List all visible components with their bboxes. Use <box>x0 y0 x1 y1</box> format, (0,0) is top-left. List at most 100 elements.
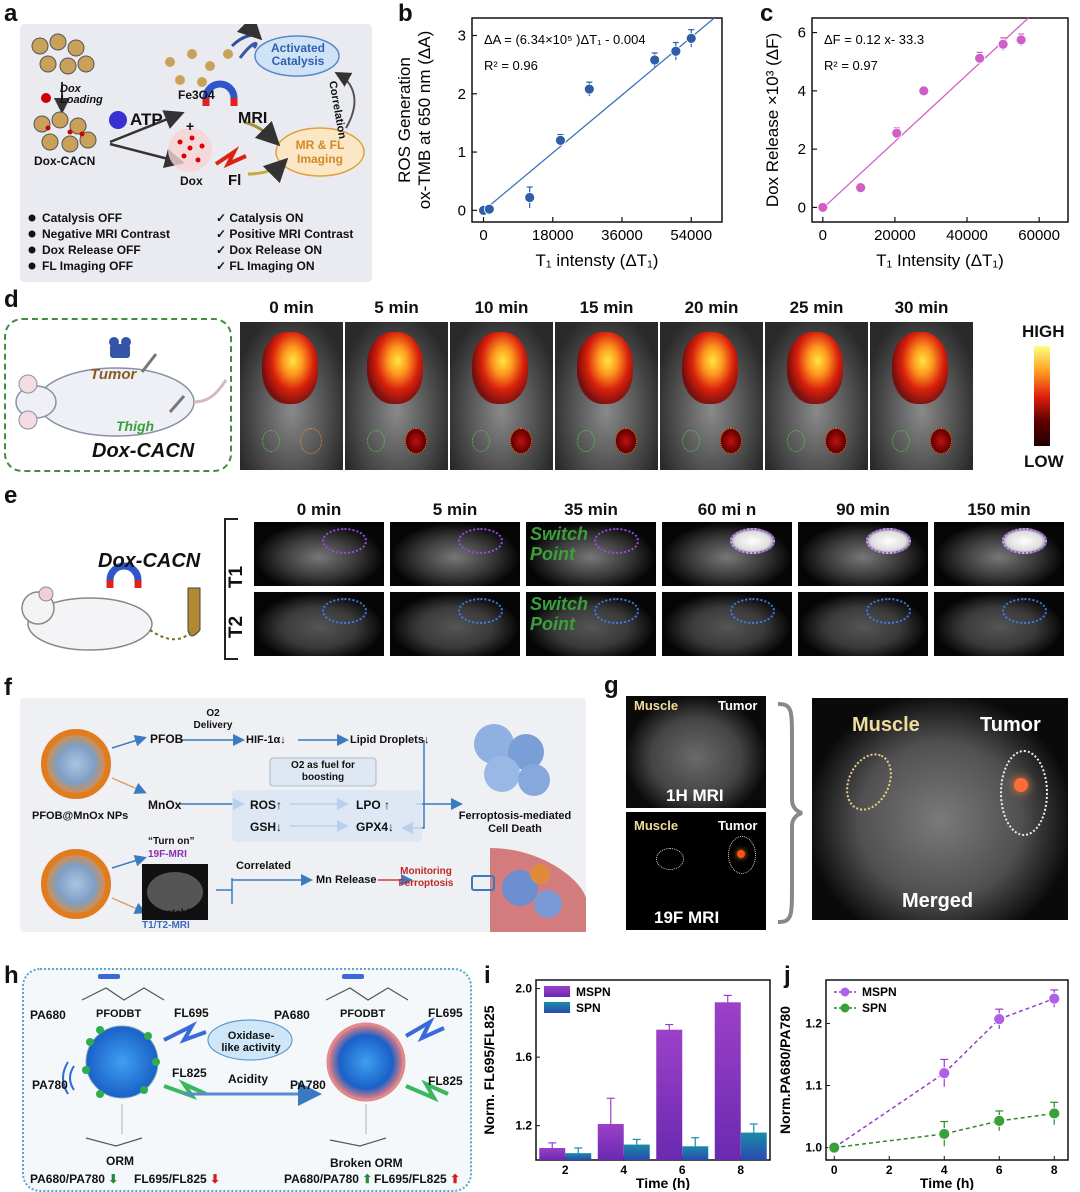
tumor-roi <box>1001 528 1048 554</box>
merged-label: Merged <box>902 890 974 912</box>
on-item: ✓ Catalysis ON <box>216 211 304 225</box>
bar <box>656 1029 683 1160</box>
y-tick-label: 2 <box>458 86 466 103</box>
activatable-label: Activatable <box>142 908 196 919</box>
fl-flash-icon <box>163 1079 207 1100</box>
fe3o4-particles-icon <box>165 49 233 87</box>
equation-label: ΔA = (6.34×10⁵ )ΔT₁ - 0.004 <box>484 32 646 47</box>
tumor-roi-outline <box>728 836 756 874</box>
fl-flash-icon <box>214 146 247 169</box>
x-axis-label: T₁ Intensity (ΔT₁) <box>876 251 1004 270</box>
off-item: FL Imaging OFF <box>42 259 134 273</box>
thigh-roi <box>367 430 385 452</box>
fluorescence-image <box>240 322 343 470</box>
y-axis-label: Norm. FL695/FL825 <box>481 1005 497 1134</box>
data-point <box>938 1067 951 1080</box>
signal-hotspot <box>472 332 528 404</box>
camera-icon <box>110 344 130 358</box>
broken-orm-molecule-icon <box>329 1137 387 1147</box>
x-tick-label: 20000 <box>874 227 916 244</box>
nanoparticle-icon <box>41 729 111 799</box>
left-pa-ratio: PA680/PA780 ⬇ <box>30 1172 119 1186</box>
tumor-roi <box>615 428 637 454</box>
x-tick-label: 0 <box>831 1163 838 1177</box>
fit-line <box>822 17 1029 209</box>
y-axis-label: Norm.PA680/PA780 <box>777 1006 793 1134</box>
oxidase-cloud-icon <box>207 1019 293 1061</box>
time-label: 90 min <box>836 500 890 519</box>
broken-orm-label: Broken ORM <box>330 1156 403 1170</box>
on-item: ✓ FL Imaging ON <box>216 259 315 273</box>
data-point <box>1048 1107 1061 1120</box>
fl695-label-right: FL695 <box>428 1006 463 1020</box>
time-label: 35 min <box>564 500 618 519</box>
data-point <box>997 38 1009 50</box>
nanoparticle-icon <box>41 849 111 919</box>
time-label: 5 min <box>432 500 478 519</box>
fl-flash-icon <box>405 1079 449 1103</box>
data-point <box>555 134 566 146</box>
tumor-roi <box>593 528 640 554</box>
t2-label: T2 <box>226 615 248 639</box>
fluorescence-image <box>555 322 658 470</box>
tumor-roi <box>825 428 847 454</box>
off-item: Negative MRI Contrast <box>42 227 171 241</box>
signal-hotspot <box>892 332 948 404</box>
thigh-roi <box>892 430 910 452</box>
fl-flash-icon <box>404 1016 445 1043</box>
t1-mri-image <box>798 522 928 586</box>
dox-dot-icon <box>41 93 51 103</box>
magnet-icon <box>106 562 142 581</box>
y-axis-label: ox-TMB at 650 nm (ΔA) <box>415 31 434 210</box>
fl825-label-right: FL825 <box>428 1074 463 1088</box>
t2-mri-image <box>798 592 928 656</box>
colorbar <box>1034 346 1050 446</box>
camera-icon <box>471 875 495 891</box>
tumor-roi <box>321 528 368 554</box>
f19-signal-spot <box>737 850 745 858</box>
panel-label-j: j <box>784 962 791 989</box>
data-point <box>817 202 829 213</box>
panel-label-c: c <box>760 0 774 27</box>
data-point <box>938 1128 951 1140</box>
mri-label: MRI <box>238 110 268 127</box>
turn-on-label: “Turn on” <box>148 836 195 847</box>
x-tick-label: 0 <box>819 227 827 244</box>
oxidase-label: Oxidase-like activity <box>221 1030 281 1054</box>
x-tick-label: 2 <box>886 1163 893 1177</box>
atp-icon <box>109 111 127 129</box>
legend-swatch <box>544 986 570 997</box>
panel-a-schematic <box>28 24 365 270</box>
fluorescence-image <box>870 322 973 470</box>
chart-c: 0 20000 40000 60000 0 2 4 6 ΔF = 0.12 x- 33.3 R² … <box>763 17 1069 270</box>
equation-label: ΔF = 0.12 x- 33.3 <box>824 32 924 47</box>
bar <box>740 1132 767 1160</box>
off-item: Catalysis OFF <box>42 211 123 225</box>
pfob-label: PFOB <box>150 732 184 746</box>
t2-mri-image <box>934 592 1064 656</box>
tube-icon <box>187 587 201 637</box>
legend-marker <box>840 987 850 997</box>
thigh-roi <box>262 430 280 452</box>
time-label: 60 mi n <box>697 500 757 519</box>
y-tick-label: 3 <box>458 27 466 44</box>
t1-t2-bracket <box>224 518 238 660</box>
tumor-roi <box>510 428 532 454</box>
left-fl-ratio: FL695/FL825 ⬇ <box>134 1172 221 1186</box>
muscle-roi-outline <box>656 848 684 870</box>
chart-b: 0 18000 36000 54000 0 1 2 3 ΔA = (6.34×10⁵ )ΔT₁ … <box>396 17 723 270</box>
signal-hotspot <box>577 332 633 404</box>
time-label: 10 min <box>474 298 529 317</box>
legend-label: SPN <box>576 1001 601 1015</box>
legend-marker <box>840 1003 850 1013</box>
right-fl-ratio: FL695/FL825 ⬆ <box>374 1172 461 1186</box>
dox-label: Dox <box>180 174 203 188</box>
tumor-roi <box>321 598 368 624</box>
fl825-label-left: FL825 <box>172 1066 207 1080</box>
gsh-label: GSH↓ <box>250 820 283 834</box>
lpo-label: LPO ↑ <box>356 798 391 812</box>
x-axis-label: Time (h) <box>636 1175 690 1190</box>
gpx4-label: GPX4↓ <box>356 820 395 834</box>
activated-catalysis-label: Activated Catalysis <box>270 41 326 68</box>
signal-hotspot <box>367 332 423 404</box>
